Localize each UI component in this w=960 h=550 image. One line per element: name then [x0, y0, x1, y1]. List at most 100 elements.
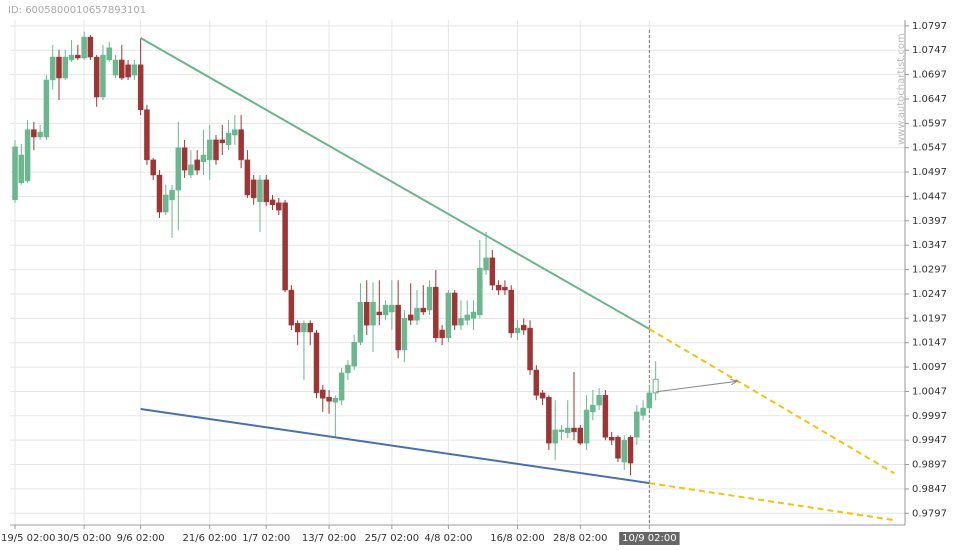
candle-body [81, 36, 87, 59]
y-tick-label: 1.0547 [912, 143, 947, 154]
candle-body [87, 36, 94, 58]
candle-body [37, 131, 43, 138]
candle-body [583, 409, 590, 444]
y-tick-label: 0.9997 [912, 411, 947, 422]
candle-body [634, 411, 640, 438]
candle-body [332, 398, 339, 403]
candle-body [420, 307, 427, 313]
y-tick-label: 1.0647 [912, 94, 947, 105]
y-tick-label: 1.0697 [912, 70, 947, 81]
x-tick-label: 19/5 02:00 [1, 533, 55, 544]
candle-body [301, 322, 307, 333]
candle-body [590, 404, 596, 413]
candle-body [137, 64, 144, 110]
candle-body [12, 146, 18, 201]
candle-body [307, 322, 313, 333]
candle-body [376, 311, 383, 316]
candle-body [514, 327, 521, 334]
candle-body [257, 179, 263, 203]
candle-body [558, 429, 565, 433]
candle-body [351, 341, 357, 367]
candle-body [112, 59, 119, 76]
candle-body [495, 284, 502, 291]
candle-body [552, 429, 558, 444]
x-tick-label: 30/5 02:00 [57, 533, 111, 544]
candle-body [508, 289, 514, 334]
candle-body [232, 129, 238, 136]
candle-body [56, 56, 62, 79]
candle-body [577, 427, 584, 444]
candle-body [363, 301, 370, 326]
candle-body [439, 329, 445, 339]
candle-body [477, 267, 483, 316]
candle-body [238, 129, 244, 161]
candle-body [621, 439, 628, 463]
y-tick-label: 1.0197 [912, 313, 947, 324]
x-tick-label: 10/9 02:00 [622, 533, 676, 544]
candle-body [433, 286, 439, 339]
candle-body [382, 304, 389, 316]
x-tick-label: 16/8 02:00 [490, 533, 544, 544]
candle-body [470, 311, 477, 319]
candle-body [163, 194, 169, 213]
crosshair-label-bg [619, 532, 680, 545]
candle-body [615, 437, 621, 459]
x-tick-label: 25/7 02:00 [365, 533, 419, 544]
candle-body [175, 147, 182, 191]
candle-body [627, 437, 634, 464]
candle-body [225, 132, 232, 146]
candle-body [250, 179, 257, 199]
candle-body [75, 54, 81, 59]
candle-body [100, 54, 106, 98]
candle-body [169, 189, 175, 201]
candle-body [188, 164, 194, 176]
arrow-head [730, 378, 739, 386]
candle-body [288, 289, 295, 326]
candle-body [213, 139, 219, 161]
candle-body [464, 314, 470, 321]
candle-body [426, 286, 433, 311]
candle-body [445, 292, 452, 339]
x-tick-label: 28/8 02:00 [553, 533, 607, 544]
candle-body [326, 397, 332, 402]
candle-body [93, 56, 100, 98]
candle-body [602, 395, 609, 438]
candle-body [596, 395, 602, 406]
x-tick-label: 4/8 02:00 [424, 533, 472, 544]
y-tick-label: 1.0747 [912, 45, 947, 56]
candle-body [564, 427, 571, 434]
candle-body [144, 109, 150, 161]
y-tick-label: 1.0047 [912, 386, 947, 397]
candle-body [338, 372, 345, 401]
y-tick-label: 1.0247 [912, 289, 947, 300]
candle-body [62, 56, 69, 79]
projection-line [648, 328, 895, 475]
candle-body [131, 64, 138, 76]
x-tick-label: 13/7 02:00 [302, 533, 356, 544]
candle-body [458, 318, 464, 326]
candle-body [483, 257, 489, 271]
candle-body [119, 59, 125, 79]
y-tick-label: 0.9947 [912, 435, 947, 446]
candle-body [571, 427, 577, 433]
y-tick-label: 0.9797 [912, 508, 947, 519]
candle-body [527, 327, 533, 371]
candle-body [106, 47, 112, 61]
x-tick-label: 1/7 02:00 [242, 533, 290, 544]
y-tick-label: 1.0097 [912, 362, 947, 373]
candle-body [276, 202, 282, 211]
y-tick-label: 1.0497 [912, 167, 947, 178]
candle-body [156, 174, 163, 213]
candle-body [539, 392, 546, 399]
y-tick-label: 1.0347 [912, 240, 947, 251]
candle-body [546, 397, 552, 444]
candle-body [150, 159, 156, 176]
candle-body [652, 378, 659, 394]
candle-body [263, 179, 270, 203]
candle-body [219, 139, 226, 144]
candle-body [49, 56, 56, 81]
candle-body [43, 79, 50, 138]
y-tick-label: 1.0447 [912, 191, 947, 202]
candle-body [194, 159, 200, 171]
